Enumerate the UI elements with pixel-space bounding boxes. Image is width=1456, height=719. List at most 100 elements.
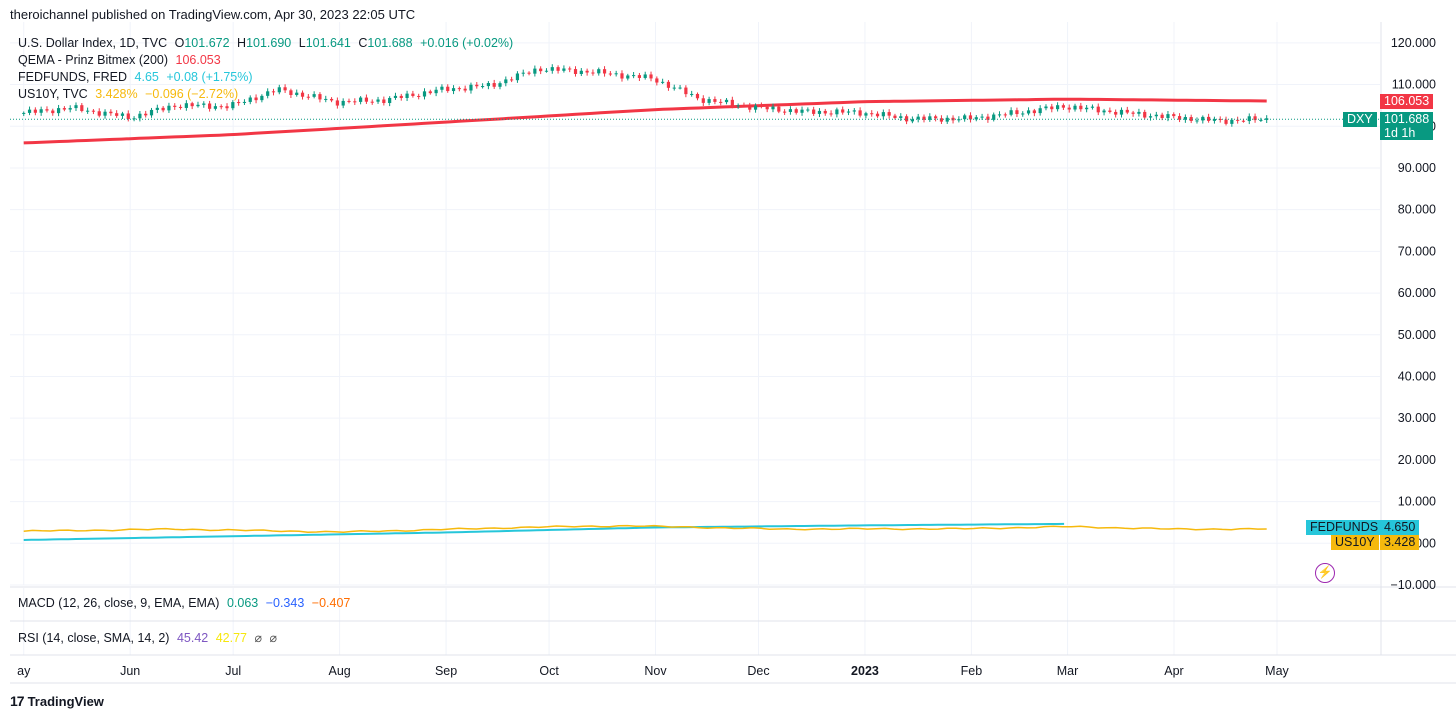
candle-body: [620, 73, 624, 79]
dxy-low-value: 101.641: [305, 36, 351, 50]
rsi-value-4: ⌀: [269, 631, 278, 645]
dxy-candle: [835, 107, 839, 118]
dxy-candle: [992, 112, 996, 122]
dxy-close-value: 101.688: [367, 36, 413, 50]
candle-body: [550, 67, 554, 71]
dxy-candle: [701, 95, 705, 107]
candle-body: [1236, 119, 1240, 121]
dxy-candle: [277, 84, 281, 95]
candle-body: [149, 109, 154, 116]
candle-body: [1119, 109, 1124, 115]
candle-body: [980, 116, 984, 118]
rsi-legend[interactable]: RSI (14, close, SMA, 14, 2) 45.42 42.77 …: [18, 630, 281, 645]
dxy-candle: [974, 115, 978, 122]
pane-separators: [10, 22, 1456, 684]
dxy-candle: [504, 76, 508, 87]
qema-line: [23, 97, 1267, 145]
candle-body: [1067, 107, 1071, 110]
dxy-candle: [498, 81, 502, 90]
candle-body: [957, 119, 961, 121]
qema-value: 106.053: [175, 53, 221, 67]
dxy-candle: [910, 116, 914, 124]
candle-body: [846, 111, 851, 113]
x-tick-label: Jul: [225, 664, 241, 678]
dxy-candle: [788, 106, 793, 115]
candle-body: [62, 108, 66, 110]
dxy-candle: [986, 113, 990, 123]
dxy-label-badge: DXY: [1343, 112, 1377, 128]
dxy-candle: [219, 104, 223, 110]
us10y-value: 3.428%: [95, 87, 138, 101]
candle-body: [631, 75, 636, 77]
dxy-candle: [463, 85, 467, 93]
candle-body: [225, 106, 229, 109]
dxy-candle: [1166, 110, 1170, 122]
legend-us10y[interactable]: US10Y, TVC 3.428% −0.096 (−2.72%): [18, 87, 242, 101]
dxy-price-badge: 101.688 1d 1h: [1380, 112, 1434, 141]
dxy-candle: [1125, 106, 1129, 115]
candle-body: [126, 113, 130, 119]
legend-fedfunds[interactable]: FEDFUNDS, FRED 4.65 +0.08 (+1.75%): [18, 70, 257, 84]
dxy-low-label: L: [298, 36, 306, 50]
dxy-candle: [202, 101, 206, 108]
rsi-name: RSI (14, close, SMA, 14, 2): [18, 631, 170, 645]
dxy-candle: [115, 110, 119, 118]
candle-body: [637, 75, 642, 78]
macd-legend[interactable]: MACD (12, 26, close, 9, EMA, EMA) 0.063 …: [18, 596, 354, 610]
dxy-candle: [469, 82, 473, 94]
candle-body: [1212, 118, 1217, 121]
macd-name: MACD (12, 26, close, 9, EMA, EMA): [18, 596, 220, 610]
candle-body: [510, 79, 514, 81]
dxy-candle: [68, 105, 72, 113]
dxy-candle: [440, 84, 444, 93]
candle-body: [312, 94, 316, 97]
dxy-candle: [556, 65, 560, 74]
candle-body: [643, 74, 647, 78]
y-tick-label: 40.000: [1398, 369, 1436, 383]
candle-body: [771, 106, 775, 110]
dxy-candle: [103, 109, 107, 119]
candle-body: [661, 81, 665, 83]
legend-dxy[interactable]: U.S. Dollar Index, 1D, TVC O101.672 H101…: [18, 36, 517, 50]
candle-body: [463, 88, 467, 91]
candle-body: [904, 116, 909, 122]
rsi-value-2: 42.77: [215, 631, 247, 645]
candle-body: [1265, 118, 1269, 120]
dxy-candle: [521, 69, 525, 77]
dxy-candle: [80, 103, 84, 113]
lightning-icon[interactable]: ⚡: [1315, 563, 1335, 583]
legend-qema[interactable]: QEMA - Prinz Bitmex (200) 106.053: [18, 53, 225, 67]
dxy-candle: [875, 111, 880, 118]
publisher-header: theroichannel published on TradingView.c…: [10, 7, 416, 22]
dxy-candle: [149, 107, 154, 118]
dxy-candle: [614, 70, 618, 77]
candle-body: [451, 88, 456, 92]
dxy-candle: [736, 103, 740, 109]
dxy-candle: [713, 96, 717, 105]
dxy-candle: [22, 111, 26, 117]
dxy-candle: [562, 65, 566, 73]
dxy-candle: [207, 100, 212, 112]
dxy-candle: [155, 104, 159, 114]
dxy-candle: [324, 95, 328, 103]
dxy-candle: [777, 104, 781, 114]
candle-body: [579, 70, 583, 74]
dxy-candle: [184, 100, 188, 111]
candle-body: [80, 105, 84, 111]
y-axis-labels: 120.000110.000100.00090.00080.00070.0006…: [1390, 36, 1436, 592]
candle-body: [324, 98, 328, 100]
dxy-candle: [620, 70, 624, 82]
y-tick-label: 90.000: [1398, 161, 1436, 175]
candle-body: [254, 97, 258, 101]
us10y-name: US10Y, TVC: [18, 87, 88, 101]
candle-body: [533, 68, 537, 74]
tradingview-footer[interactable]: 17 TradingView: [10, 693, 104, 709]
candle-body: [138, 113, 142, 119]
candle-body: [690, 93, 694, 95]
dxy-candle: [904, 114, 909, 125]
macd-value-3: −0.407: [311, 596, 351, 610]
dxy-candle: [347, 98, 351, 104]
candle-body: [626, 75, 630, 79]
dxy-candle: [434, 86, 438, 97]
